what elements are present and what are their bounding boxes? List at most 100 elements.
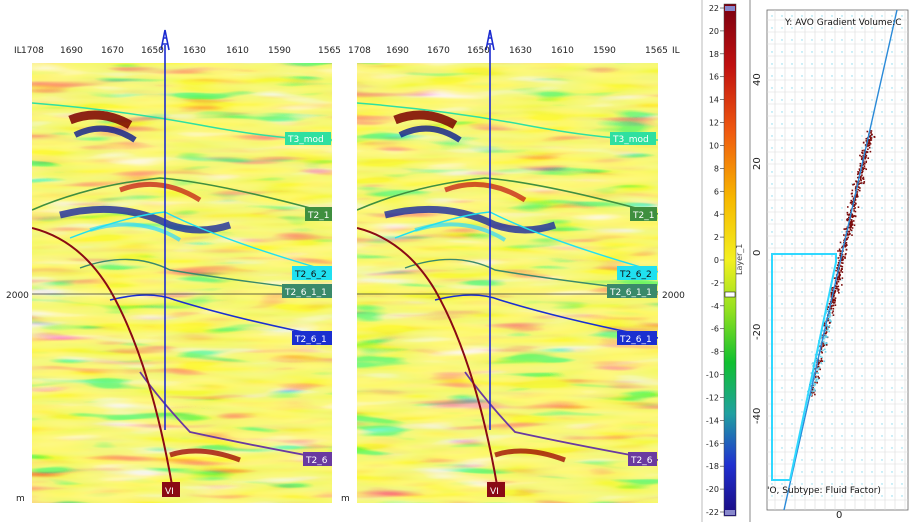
grid-dot xyxy=(851,339,853,341)
grid-dot xyxy=(891,51,893,53)
crossplot-point xyxy=(837,261,840,264)
crossplot-point xyxy=(836,281,838,283)
grid-dot xyxy=(901,255,903,257)
crossplot-point xyxy=(834,290,836,293)
seismic-section-right[interactable]: 1708 1690 1670 1650 1630 1610 1590 1565 … xyxy=(341,29,685,504)
grid-dot xyxy=(901,207,903,209)
grid-dot xyxy=(821,471,823,473)
colorbar-tick-label: 12 xyxy=(709,119,719,128)
horizon-label[interactable]: T2_1 xyxy=(632,211,654,221)
grid-dot xyxy=(851,255,853,257)
crossplot-point xyxy=(818,361,821,364)
colorbar[interactable]: 2220181614121086420-2-4-6-8-10-12-14-16-… xyxy=(701,0,744,522)
crossplot[interactable]: Y: AVO Gradient Volume:C 'O, Subtype: Fl… xyxy=(749,0,909,522)
grid-dot xyxy=(841,219,843,221)
crossplot-point xyxy=(853,215,856,217)
grid-dot xyxy=(821,207,823,209)
grid-dot xyxy=(851,279,853,281)
crossplot-point xyxy=(852,215,855,218)
grid-dot xyxy=(841,435,843,437)
crossplot-point xyxy=(823,360,826,363)
crossplot-point xyxy=(824,321,826,323)
horizon-label[interactable]: T2_6_1 xyxy=(294,335,327,345)
grid-dot xyxy=(771,135,773,137)
grid-dot xyxy=(871,315,873,317)
crossplot-point xyxy=(814,393,816,396)
grid-dot xyxy=(891,483,893,485)
grid-dot xyxy=(781,231,783,233)
selection-polygon[interactable] xyxy=(771,253,837,481)
crossplot-point xyxy=(847,236,849,239)
crossplot-point xyxy=(829,322,831,324)
horizon-label[interactable]: T2_6 xyxy=(630,456,653,466)
horizon-label[interactable]: T2_6_2 xyxy=(619,270,652,280)
horizon-label[interactable]: T2_1 xyxy=(307,211,329,221)
grid-dot xyxy=(781,123,783,125)
fault-label[interactable]: VI xyxy=(165,487,174,497)
crossplot-point xyxy=(853,183,856,185)
grid-dot xyxy=(881,351,883,353)
grid-dot xyxy=(891,375,893,377)
grid-dot xyxy=(811,183,813,185)
colorbar-tick-label: -22 xyxy=(706,508,719,517)
colorbar-bottom-handle[interactable] xyxy=(725,510,735,515)
grid-dot xyxy=(801,63,803,65)
horizon-label[interactable]: T3_mod xyxy=(612,135,649,145)
well-icon-left[interactable] xyxy=(160,29,170,51)
fault-label[interactable]: VI xyxy=(490,487,499,497)
grid-dot xyxy=(831,183,833,185)
horizon-label[interactable]: T2_6 xyxy=(305,456,328,466)
grid-dot xyxy=(861,399,863,401)
horizon-t2-6-2-line xyxy=(69,211,332,273)
grid-dot xyxy=(811,207,813,209)
grid-dot xyxy=(901,411,903,413)
crossplot-point xyxy=(841,265,844,268)
crossplot-point xyxy=(820,357,823,360)
crossplot-point xyxy=(812,362,814,364)
grid-dot xyxy=(871,447,873,449)
crossplot-point xyxy=(862,167,864,170)
grid-dot xyxy=(851,15,853,17)
crossplot-point xyxy=(861,174,863,176)
grid-dot xyxy=(851,267,853,269)
crossplot-point xyxy=(868,146,871,149)
colorbar-handle[interactable] xyxy=(724,291,736,298)
grid-dot xyxy=(871,15,873,17)
grid-dot xyxy=(881,27,883,29)
crossplot-point xyxy=(838,291,840,294)
grid-dot xyxy=(861,75,863,77)
colorbar-tick-label: -20 xyxy=(706,485,719,494)
colorbar-top-handle[interactable] xyxy=(725,6,735,11)
grid-dot xyxy=(781,147,783,149)
grid-dot xyxy=(781,255,783,257)
horizon-label[interactable]: T2_6_1_1 xyxy=(284,288,327,298)
crossplot-point xyxy=(846,206,849,208)
horizon-label[interactable]: T3_mod xyxy=(287,135,324,145)
grid-dot xyxy=(881,87,883,89)
crossplot-point xyxy=(867,145,870,147)
grid-dot xyxy=(871,267,873,269)
crossplot-point xyxy=(838,259,841,262)
horizon-label[interactable]: T2_6_1 xyxy=(619,335,652,345)
horizon-label[interactable]: T2_6_2 xyxy=(294,270,327,280)
seismic-section-left[interactable]: IL 1708 1690 1670 1650 1630 1610 1590 15… xyxy=(6,29,341,504)
grid-dot xyxy=(801,111,803,113)
grid-dot xyxy=(871,135,873,137)
crossplot-point xyxy=(828,315,830,318)
grid-dot xyxy=(781,267,783,269)
grid-dot xyxy=(891,87,893,89)
well-icon-right[interactable] xyxy=(485,29,495,51)
grid-dot xyxy=(851,123,853,125)
crossplot-point xyxy=(854,215,857,217)
crossplot-point xyxy=(833,301,836,304)
y-tick: 40 xyxy=(752,73,763,86)
grid-dot xyxy=(821,375,823,377)
grid-dot xyxy=(771,207,773,209)
horizon-label[interactable]: T2_6_1_1 xyxy=(609,288,652,298)
crossplot-point xyxy=(829,309,832,312)
crossplot-point xyxy=(838,272,841,274)
grid-dot xyxy=(801,159,803,161)
crossplot-point xyxy=(839,250,842,252)
crossplot-point xyxy=(861,170,864,173)
grid-dot xyxy=(881,231,883,233)
